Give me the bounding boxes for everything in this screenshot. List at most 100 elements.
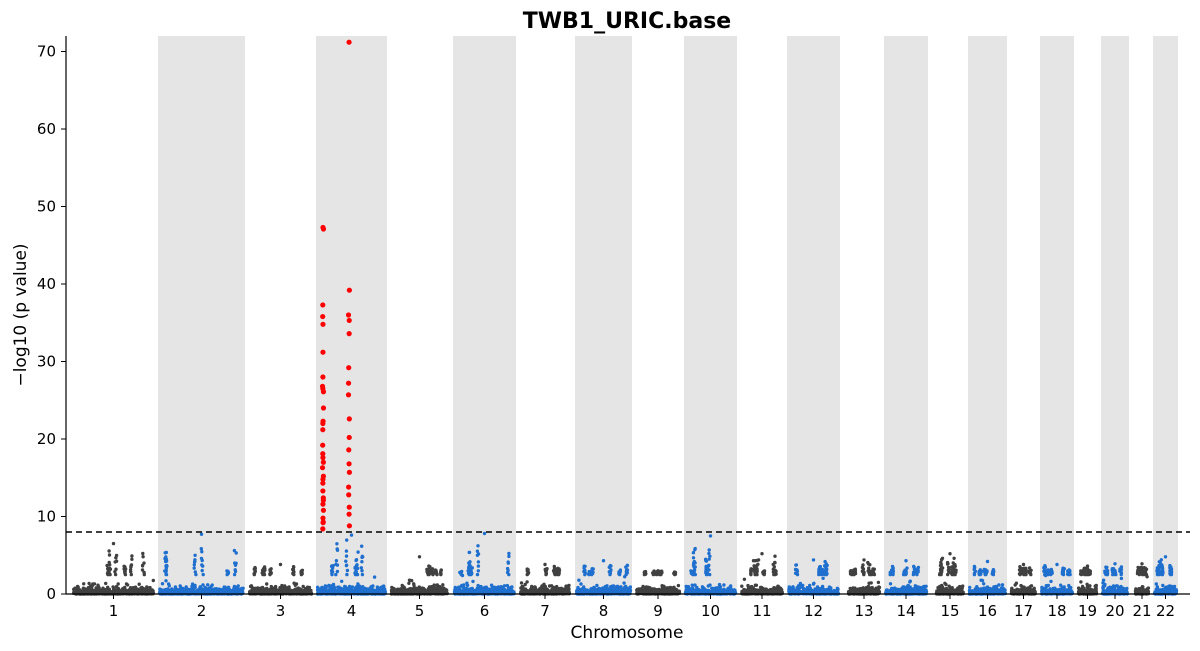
significant-point — [320, 349, 326, 355]
chromosome-shade-8 — [575, 36, 632, 594]
significant-point — [346, 434, 352, 441]
significant-point — [320, 226, 327, 232]
x-tick-label-3: 3 — [276, 602, 286, 620]
points-chr-17 — [1009, 562, 1037, 596]
points-chr-15 — [934, 552, 965, 596]
significant-point — [319, 465, 326, 471]
chromosome-shade-20 — [1101, 36, 1129, 594]
chromosome-shade-2 — [158, 36, 245, 594]
significant-point — [320, 442, 326, 448]
x-tick-label-12: 12 — [804, 602, 823, 620]
significant-point — [346, 416, 352, 422]
significant-point — [320, 374, 326, 380]
significant-point — [320, 427, 326, 433]
x-tick-label-15: 15 — [940, 602, 959, 620]
y-tick-label-50: 50 — [37, 198, 56, 216]
y-tick-label-70: 70 — [37, 43, 56, 61]
significant-point — [320, 405, 327, 411]
x-tick-label-22: 22 — [1156, 602, 1175, 620]
significant-point — [345, 392, 352, 398]
y-tick-label-60: 60 — [37, 120, 56, 138]
x-axis-label: Chromosome — [571, 623, 684, 643]
x-tick-label-19: 19 — [1078, 602, 1097, 620]
points-chr-9 — [635, 569, 682, 596]
chromosome-shade-4 — [316, 36, 387, 594]
x-tick-label-5: 5 — [415, 602, 425, 620]
chromosome-shade-14 — [884, 36, 928, 594]
y-tick-label-20: 20 — [37, 430, 56, 448]
chromosome-shading — [158, 36, 1178, 594]
significant-point — [346, 317, 352, 324]
significant-point — [320, 480, 326, 486]
significant-point — [320, 389, 327, 395]
x-tick-label-8: 8 — [599, 602, 609, 620]
chromosome-shade-16 — [968, 36, 1007, 594]
x-tick-label-7: 7 — [540, 602, 550, 620]
significant-point — [320, 313, 326, 320]
chromosome-shade-10 — [684, 36, 737, 594]
significant-point — [345, 312, 352, 318]
significant-point — [345, 380, 352, 386]
significant-point — [320, 459, 326, 465]
points-chr-1 — [71, 541, 156, 596]
x-tick-label-21: 21 — [1132, 602, 1151, 620]
significant-point — [346, 39, 352, 45]
significant-point — [320, 476, 326, 482]
points-chr-7 — [518, 562, 572, 596]
x-axis-ticks: 1 2 3 4 5 6 7 8 9 10 11 12 13 14 15 16 17 18 19 20 21 22 — [109, 594, 1175, 620]
significant-points — [319, 39, 353, 532]
significant-point — [320, 455, 326, 461]
chart-title: TWB1_URIC.base — [523, 9, 731, 34]
x-tick-label-4: 4 — [347, 602, 357, 620]
significant-point — [346, 523, 353, 529]
significant-point — [320, 321, 326, 327]
significant-point — [346, 331, 352, 337]
y-axis-label: −log10 (p value) — [11, 243, 31, 386]
significant-point — [346, 511, 352, 517]
x-tick-label-20: 20 — [1105, 602, 1124, 620]
significant-point — [346, 365, 352, 371]
y-axis-ticks: 0 10 20 30 40 50 60 70 — [37, 43, 66, 603]
x-tick-label-11: 11 — [752, 602, 771, 620]
significant-point — [320, 507, 327, 513]
chromosome-shade-22 — [1153, 36, 1178, 594]
x-tick-label-16: 16 — [978, 602, 997, 620]
significant-point — [346, 287, 352, 293]
x-tick-label-2: 2 — [197, 602, 207, 620]
x-tick-label-18: 18 — [1047, 602, 1066, 620]
significant-point — [320, 497, 326, 503]
x-tick-label-1: 1 — [109, 602, 119, 620]
significant-point — [320, 526, 326, 532]
significant-point — [346, 484, 352, 490]
significant-point — [320, 420, 326, 427]
significant-point — [346, 504, 352, 510]
points-chr-19 — [1076, 564, 1099, 596]
significant-point — [320, 488, 326, 494]
chromosome-shade-12 — [787, 36, 840, 594]
significant-point — [320, 451, 326, 457]
y-tick-label-30: 30 — [37, 353, 56, 371]
points-chr-3 — [247, 562, 314, 596]
points-chr-13 — [846, 558, 882, 596]
y-tick-label-10: 10 — [37, 508, 56, 526]
significant-point — [346, 492, 352, 498]
significant-point — [346, 469, 353, 475]
significant-point — [346, 461, 352, 467]
significant-point — [320, 520, 326, 526]
x-tick-label-6: 6 — [480, 602, 490, 620]
significant-point — [320, 515, 326, 521]
y-tick-label-0: 0 — [46, 585, 56, 603]
significant-point — [346, 447, 352, 453]
chromosome-shade-6 — [453, 36, 516, 594]
x-tick-label-13: 13 — [854, 602, 873, 620]
x-tick-label-9: 9 — [653, 602, 663, 620]
points-chr-21 — [1133, 562, 1151, 596]
y-tick-label-40: 40 — [37, 275, 56, 293]
significant-point — [320, 302, 326, 308]
chromosome-shade-18 — [1040, 36, 1074, 594]
points-chr-5 — [389, 555, 449, 596]
x-tick-label-14: 14 — [896, 602, 915, 620]
x-tick-label-17: 17 — [1014, 602, 1033, 620]
